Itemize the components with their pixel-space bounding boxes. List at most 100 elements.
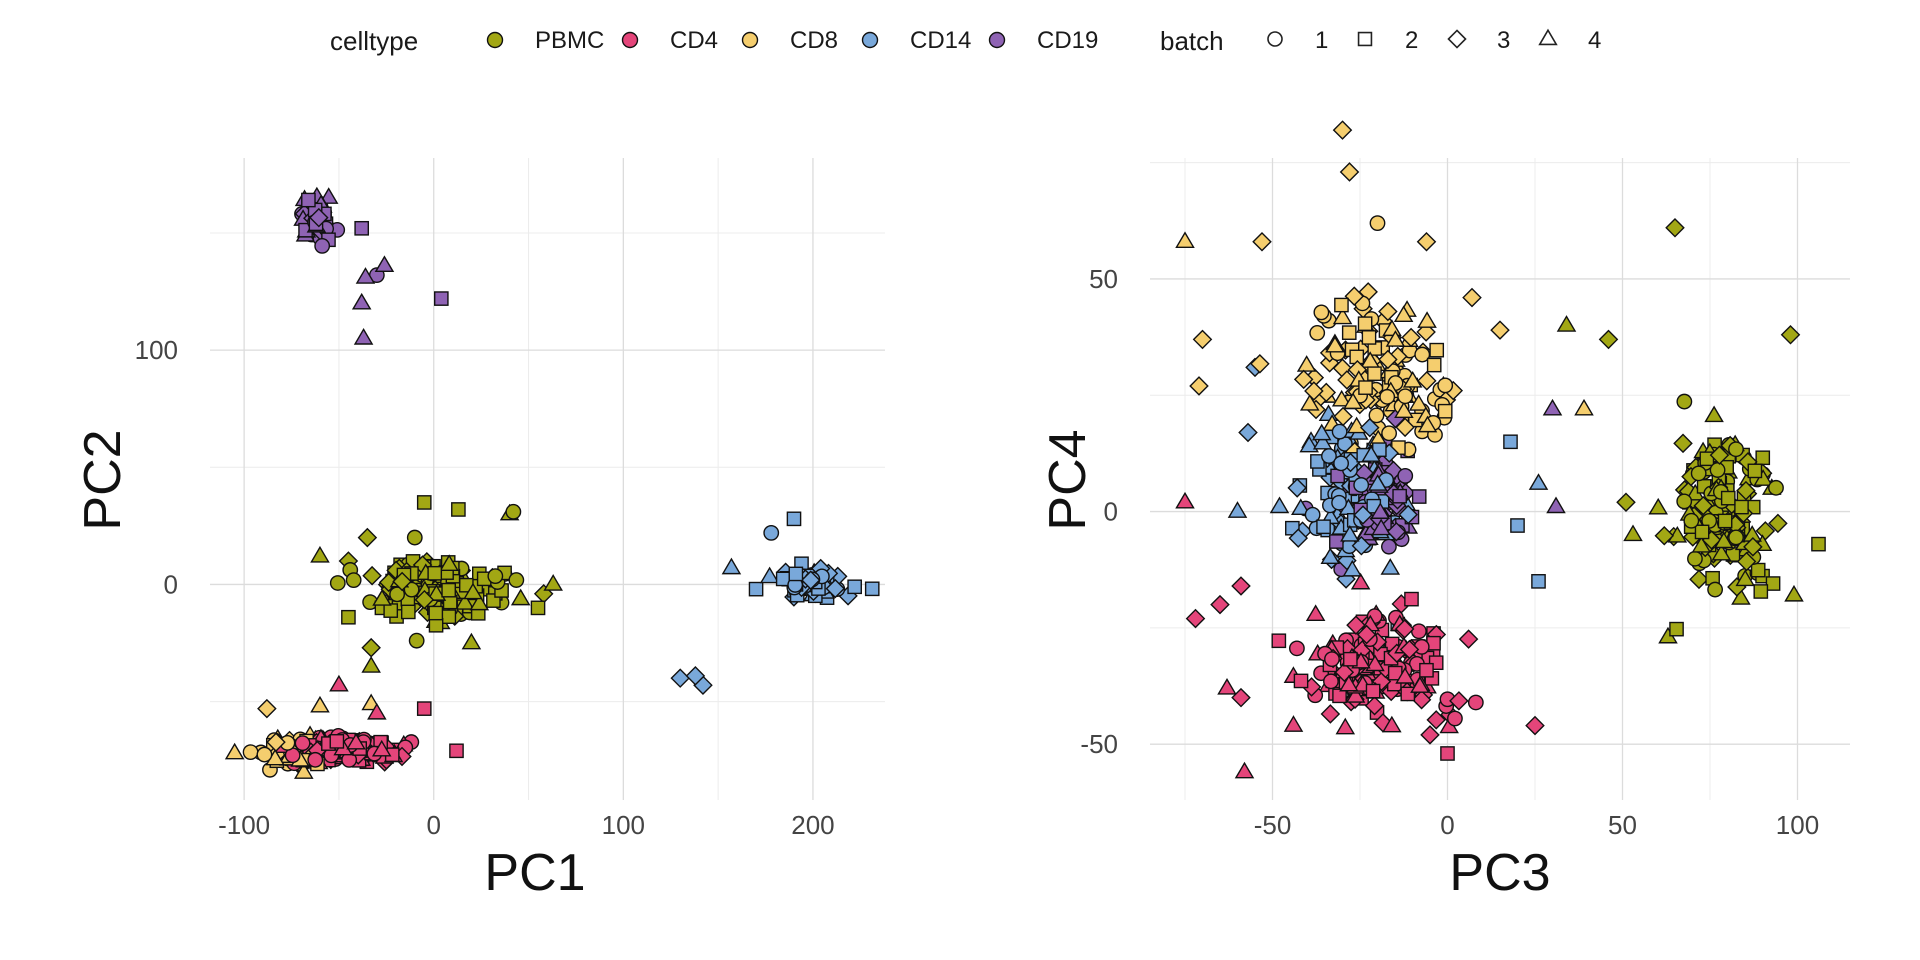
point-cd4-batch-4 xyxy=(329,674,349,692)
point-pbmc-batch-2 xyxy=(1747,463,1763,479)
point-pbmc-batch-2 xyxy=(1811,536,1826,552)
point-cd8-batch-2 xyxy=(1357,316,1373,332)
point-cd4-batch-3 xyxy=(1449,691,1469,711)
point-pbmc-batch-3 xyxy=(1689,569,1709,590)
x-tick-label: 200 xyxy=(791,810,834,840)
point-pbmc-batch-2 xyxy=(1750,562,1766,578)
point-pbmc-batch-3 xyxy=(1654,525,1675,546)
point-cd19-batch-1 xyxy=(314,238,331,254)
point-cd19-batch-4 xyxy=(374,255,395,273)
point-cd8-batch-4 xyxy=(1417,311,1437,328)
x-tick-label: 0 xyxy=(1440,810,1454,840)
point-cd4-batch-2 xyxy=(449,743,464,759)
point-cd19-batch-4 xyxy=(1371,518,1391,536)
point-cd14-batch-4 xyxy=(1320,547,1341,565)
point-cd8-batch-3 xyxy=(1401,327,1421,348)
point-cd8-batch-3 xyxy=(1332,120,1353,140)
point-cd8-batch-4 xyxy=(1343,392,1363,410)
point-cd8-batch-3 xyxy=(257,698,277,719)
y-tick-label: 50 xyxy=(1089,264,1118,294)
legend-key-batch-3 xyxy=(1447,29,1467,49)
point-cd14-batch-4 xyxy=(1528,473,1549,490)
point-cd4-batch-4 xyxy=(1234,761,1255,779)
point-cd8-batch-3 xyxy=(1293,369,1314,390)
panel-pc3-pc4-points xyxy=(1175,120,1826,779)
point-cd4-batch-3 xyxy=(1356,624,1377,645)
point-cd4-batch-2 xyxy=(1404,591,1419,607)
point-cd4-batch-2 xyxy=(1440,746,1455,761)
point-cd8-batch-3 xyxy=(1344,286,1365,306)
point-cd8-batch-3 xyxy=(1250,354,1270,374)
point-cd19-batch-1 xyxy=(1397,467,1414,484)
point-pbmc-batch-4 xyxy=(1648,497,1668,515)
point-pbmc-batch-3 xyxy=(1673,433,1693,454)
point-cd4-batch-2 xyxy=(1400,686,1416,702)
point-pbmc-batch-1 xyxy=(1690,465,1707,482)
point-cd14-batch-3 xyxy=(1359,417,1380,438)
point-cd8-batch-3 xyxy=(1192,329,1213,350)
point-cd4-batch-4 xyxy=(1305,604,1326,621)
point-cd8-batch-2 xyxy=(1361,330,1377,345)
point-cd4-batch-4 xyxy=(1410,676,1430,693)
point-pbmc-batch-4 xyxy=(1731,588,1751,605)
point-cd19-batch-4 xyxy=(1542,398,1563,416)
point-cd8-batch-4 xyxy=(224,742,245,760)
legend-batch-group: 1 2 3 4 xyxy=(1267,27,1601,54)
point-cd4-batch-3 xyxy=(1364,695,1385,716)
legend-label-pbmc: PBMC xyxy=(535,27,604,54)
point-cd4-batch-4 xyxy=(1175,491,1195,509)
point-pbmc-batch-3 xyxy=(1736,551,1757,572)
point-cd14-batch-2 xyxy=(1503,434,1518,450)
point-pbmc-batch-4 xyxy=(310,545,330,563)
x-tick-label: -100 xyxy=(218,810,270,840)
x-tick-label: 100 xyxy=(602,810,645,840)
point-cd14-batch-3 xyxy=(1287,478,1307,498)
point-cd4-batch-2 xyxy=(1293,673,1309,689)
point-cd4-batch-1 xyxy=(1467,694,1484,711)
point-cd14-batch-4 xyxy=(1227,501,1248,518)
point-cd14-batch-1 xyxy=(763,524,780,541)
point-pbmc-batch-4 xyxy=(1556,315,1577,332)
point-cd4-batch-3 xyxy=(1210,594,1230,615)
point-pbmc-batch-3 xyxy=(1598,329,1619,350)
legend-label-cd19: CD19 xyxy=(1037,27,1098,54)
point-pbmc-batch-3 xyxy=(1709,445,1730,465)
point-cd14-batch-3 xyxy=(685,666,706,686)
point-pbmc-batch-4 xyxy=(463,582,483,600)
point-cd8-batch-1 xyxy=(1397,388,1414,405)
point-cd4-batch-4 xyxy=(1350,572,1371,590)
x-tick-label: 0 xyxy=(427,810,441,840)
point-cd14-batch-4 xyxy=(1290,498,1311,516)
point-pbmc-batch-3 xyxy=(362,565,382,586)
point-pbmc-batch-3 xyxy=(1780,325,1801,345)
point-cd19-batch-4 xyxy=(1546,496,1566,514)
point-cd8-batch-4 xyxy=(1332,307,1353,325)
point-cd8-batch-4 xyxy=(1385,330,1406,347)
point-cd8-batch-3 xyxy=(1339,162,1360,182)
point-cd14-batch-4 xyxy=(759,566,780,584)
point-pbmc-batch-1 xyxy=(508,572,525,588)
point-cd4-batch-4 xyxy=(1339,674,1359,692)
point-pbmc-batch-3 xyxy=(1736,480,1756,501)
point-cd8-batch-2 xyxy=(1426,357,1442,373)
legend-key-batch-1 xyxy=(1267,31,1283,47)
point-cd4-batch-3 xyxy=(1231,687,1251,708)
point-cd14-batch-2 xyxy=(788,566,804,582)
point-pbmc-batch-2 xyxy=(530,600,546,616)
point-cd19-batch-2 xyxy=(1411,489,1427,504)
legend-key-cd14 xyxy=(861,31,879,49)
point-pbmc-batch-4 xyxy=(455,593,475,610)
point-cd4-batch-3 xyxy=(1231,576,1251,596)
panel-pc1-pc2-ticks: -100 0 100 200 0 100 xyxy=(135,335,835,840)
point-cd4-batch-2 xyxy=(416,701,432,716)
point-pbmc-batch-3 xyxy=(1616,492,1636,513)
point-pbmc-batch-2 xyxy=(1717,513,1733,529)
point-pbmc-batch-2 xyxy=(451,502,466,517)
point-cd4-batch-4 xyxy=(1217,677,1237,695)
panel-pc1-pc2: -100 0 100 200 0 100 PC1 PC2 xyxy=(74,158,885,902)
point-cd19-batch-2 xyxy=(354,220,370,236)
point-cd8-batch-4 xyxy=(1574,398,1594,416)
point-cd8-batch-2 xyxy=(1334,297,1349,313)
point-pbmc-batch-2 xyxy=(1720,490,1736,506)
